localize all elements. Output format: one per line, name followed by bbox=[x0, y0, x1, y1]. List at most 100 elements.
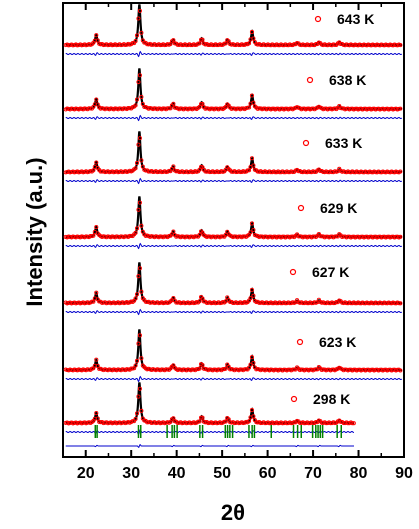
observed-point bbox=[137, 8, 142, 13]
legend-marker bbox=[296, 338, 304, 346]
observed-point bbox=[251, 414, 256, 419]
observed-point bbox=[351, 421, 356, 426]
observed-point bbox=[249, 287, 255, 292]
observed-point bbox=[248, 165, 253, 170]
observed-point bbox=[200, 37, 205, 42]
calculated-curve bbox=[65, 382, 354, 425]
observed-point bbox=[133, 363, 138, 368]
observed-point bbox=[91, 233, 96, 238]
observed-point bbox=[292, 367, 297, 372]
observed-point bbox=[133, 103, 138, 108]
observed-point bbox=[134, 411, 140, 416]
x-tick-label: 30 bbox=[122, 465, 140, 482]
observed-point bbox=[248, 230, 253, 235]
observed-point bbox=[139, 158, 144, 163]
difference-curve bbox=[65, 114, 403, 122]
plot-frame bbox=[62, 2, 405, 458]
observed-point bbox=[398, 169, 403, 174]
observed-point bbox=[134, 160, 140, 166]
observed-point bbox=[249, 355, 255, 360]
observed-point bbox=[139, 94, 144, 100]
observed-point bbox=[200, 101, 205, 106]
observed-point bbox=[249, 408, 255, 413]
observed-point bbox=[140, 164, 145, 169]
x-axis-title: 2θ bbox=[221, 500, 245, 525]
observed-point bbox=[91, 299, 96, 304]
observed-point bbox=[137, 136, 142, 141]
calculated-curve bbox=[65, 196, 402, 239]
observed-point bbox=[197, 366, 202, 371]
observed-point bbox=[350, 421, 355, 426]
x-tick-label: 50 bbox=[213, 465, 231, 482]
observed-point bbox=[136, 142, 141, 147]
pattern-643-k: 643 K bbox=[63, 4, 403, 58]
observed-point bbox=[133, 230, 138, 235]
observed-point bbox=[134, 226, 140, 231]
observed-point bbox=[246, 168, 252, 173]
legend-marker bbox=[289, 268, 297, 276]
observed-point bbox=[139, 30, 144, 35]
temperature-label: 623 K bbox=[319, 334, 356, 350]
difference-curve bbox=[65, 308, 403, 316]
observed-point bbox=[200, 363, 205, 368]
observed-point bbox=[249, 93, 255, 98]
temperature-label: 638 K bbox=[329, 72, 366, 88]
x-tick-label: 80 bbox=[350, 465, 368, 482]
temperature-label: 643 K bbox=[337, 11, 374, 27]
observed-point bbox=[94, 33, 99, 38]
observed-point bbox=[398, 106, 403, 111]
patterns-group: 643 K 638 K 633 K 629 K 627 K 623 K 298 K bbox=[63, 4, 403, 436]
calculated-curve bbox=[65, 68, 402, 111]
pattern-629-k: 629 K bbox=[63, 196, 403, 250]
observed-point bbox=[130, 41, 135, 46]
difference-curve bbox=[65, 177, 403, 185]
observed-point bbox=[133, 296, 138, 301]
observed-point bbox=[246, 105, 252, 110]
observed-point bbox=[197, 41, 202, 46]
pattern-623-k: 623 K bbox=[63, 329, 403, 383]
observed-point bbox=[94, 225, 99, 230]
observed-point bbox=[89, 299, 94, 304]
observed-point bbox=[133, 39, 138, 44]
observed-point bbox=[198, 37, 204, 42]
observed-point bbox=[248, 296, 253, 301]
observed-point bbox=[95, 38, 100, 43]
legend-marker bbox=[302, 139, 310, 147]
observed-point bbox=[137, 386, 142, 391]
x-tick-label: 90 bbox=[395, 465, 413, 482]
observed-point bbox=[137, 266, 142, 271]
difference-curve bbox=[65, 444, 354, 448]
observed-point bbox=[134, 292, 140, 297]
observed-point bbox=[223, 41, 228, 46]
observed-point bbox=[130, 419, 135, 424]
observed-point bbox=[248, 362, 253, 367]
observed-point bbox=[139, 356, 144, 361]
observed-point bbox=[133, 166, 138, 171]
observed-point bbox=[139, 223, 144, 228]
observed-point bbox=[313, 367, 319, 372]
pattern-638-k: 638 K bbox=[63, 68, 403, 122]
difference-curve bbox=[65, 375, 403, 383]
bragg-ticks-group bbox=[65, 425, 354, 448]
temperature-label: 627 K bbox=[312, 264, 349, 280]
x-axis: 20 30 40 50 60 70 80 90 bbox=[62, 3, 413, 482]
legend-marker bbox=[306, 76, 314, 84]
observed-point bbox=[134, 33, 140, 38]
observed-point bbox=[171, 229, 176, 234]
observed-point bbox=[251, 360, 256, 365]
observed-point bbox=[251, 163, 256, 168]
observed-point bbox=[398, 301, 403, 306]
legend-marker bbox=[290, 395, 298, 403]
observed-point bbox=[94, 160, 99, 165]
observed-point bbox=[134, 97, 140, 102]
observed-point bbox=[197, 299, 202, 304]
y-axis-title: Intensity (a.u.) bbox=[22, 157, 47, 306]
observed-point bbox=[312, 169, 317, 175]
observed-point bbox=[246, 419, 252, 424]
temperature-label: 629 K bbox=[320, 200, 357, 216]
observed-point bbox=[249, 221, 255, 226]
observed-point bbox=[166, 106, 172, 111]
observed-point bbox=[139, 289, 144, 294]
observed-point bbox=[249, 156, 255, 161]
